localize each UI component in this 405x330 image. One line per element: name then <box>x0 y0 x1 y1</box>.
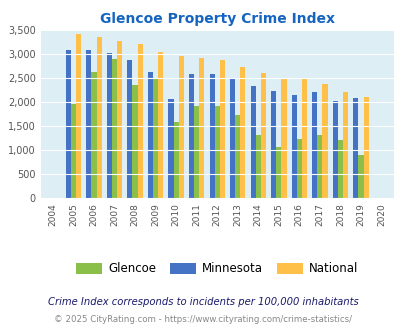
Bar <box>173 122 178 198</box>
Bar <box>291 95 296 198</box>
Bar <box>260 73 265 198</box>
Bar <box>158 52 163 198</box>
Bar <box>214 106 219 198</box>
Text: © 2025 CityRating.com - https://www.cityrating.com/crime-statistics/: © 2025 CityRating.com - https://www.city… <box>54 315 351 324</box>
Bar <box>275 147 281 198</box>
Bar <box>137 44 143 198</box>
Bar <box>352 98 358 198</box>
Bar <box>311 92 317 198</box>
Bar <box>194 106 199 198</box>
Bar <box>153 79 158 198</box>
Text: Crime Index corresponds to incidents per 100,000 inhabitants: Crime Index corresponds to incidents per… <box>47 297 358 307</box>
Bar <box>322 83 327 198</box>
Bar <box>219 59 224 198</box>
Legend: Glencoe, Minnesota, National: Glencoe, Minnesota, National <box>71 258 362 280</box>
Bar <box>230 79 234 198</box>
Bar <box>255 136 260 198</box>
Bar <box>342 92 347 198</box>
Bar <box>296 139 301 198</box>
Bar <box>209 74 214 198</box>
Bar <box>240 67 245 198</box>
Bar <box>86 50 91 198</box>
Bar <box>76 34 81 198</box>
Bar <box>91 72 96 198</box>
Bar <box>188 75 194 198</box>
Bar <box>337 140 342 198</box>
Bar <box>66 50 71 198</box>
Bar <box>358 155 362 198</box>
Bar <box>71 104 76 198</box>
Bar <box>199 58 204 198</box>
Bar <box>332 101 337 198</box>
Bar <box>250 86 255 198</box>
Bar <box>234 115 240 198</box>
Bar <box>178 56 183 198</box>
Bar <box>281 78 286 198</box>
Bar <box>147 72 153 198</box>
Bar <box>112 58 117 198</box>
Bar <box>317 135 322 198</box>
Bar <box>96 37 101 198</box>
Bar <box>107 53 112 198</box>
Bar <box>117 41 122 198</box>
Bar <box>301 79 306 198</box>
Bar <box>132 85 137 198</box>
Bar <box>168 99 173 198</box>
Bar <box>127 60 132 198</box>
Title: Glencoe Property Crime Index: Glencoe Property Crime Index <box>100 12 334 26</box>
Bar <box>362 97 368 198</box>
Bar <box>271 91 275 198</box>
